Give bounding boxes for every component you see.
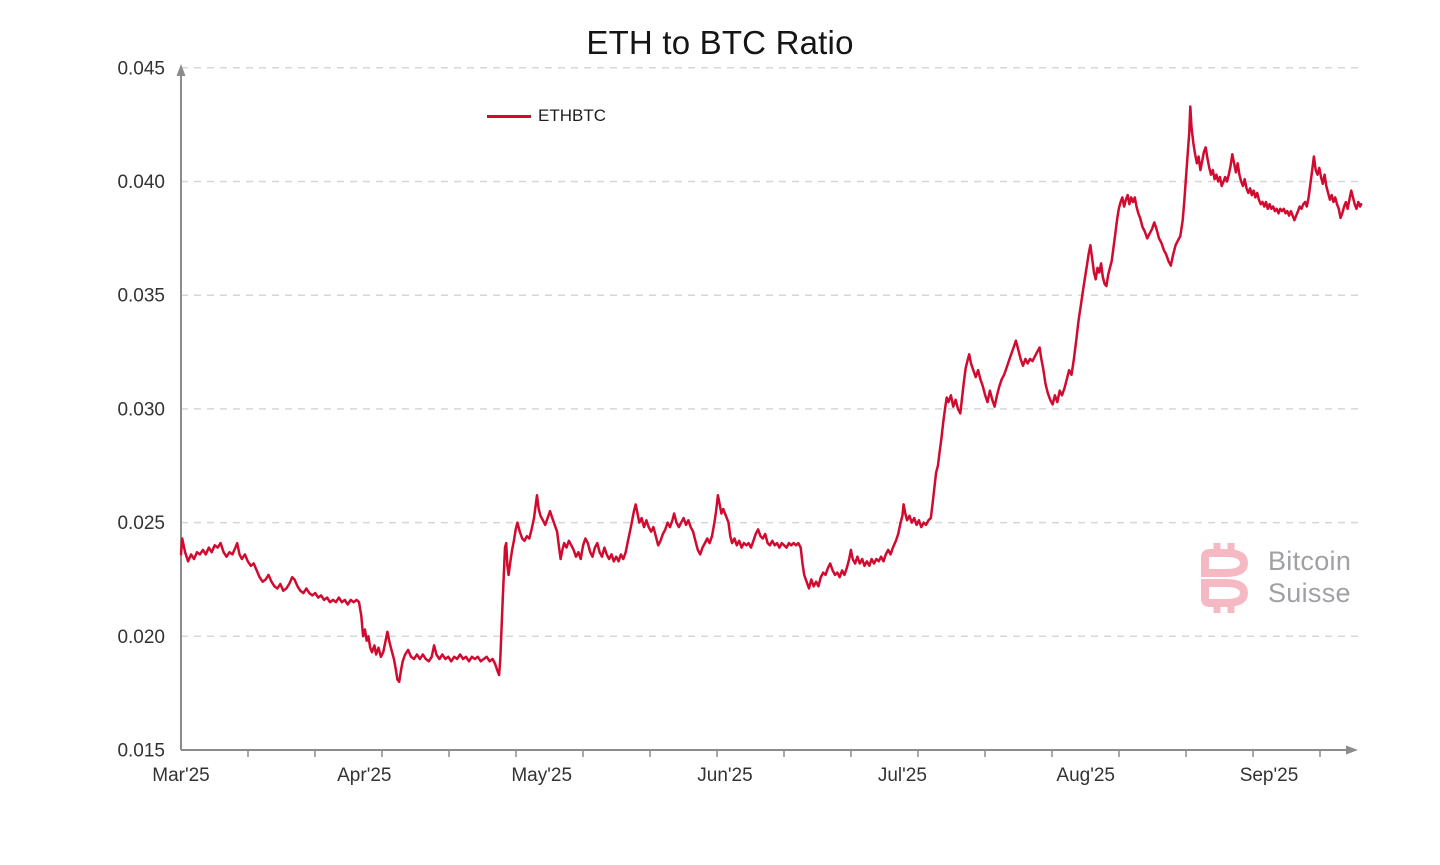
- legend-label: ETHBTC: [538, 106, 606, 125]
- bitcoin-suisse-mark-icon: [1201, 543, 1249, 613]
- ethbtc-line: [179, 105, 1363, 684]
- page-title: ETH to BTC Ratio: [586, 24, 854, 61]
- x-axis-label: Mar'25: [152, 765, 209, 786]
- y-axis-label: 0.045: [117, 58, 165, 79]
- y-axis-label: 0.030: [117, 399, 165, 420]
- logo-line-2: Suisse: [1268, 578, 1351, 608]
- legend-line-swatch: [487, 114, 531, 118]
- y-axis-label: 0.015: [117, 741, 165, 762]
- logo-line-1: Bitcoin: [1268, 546, 1352, 577]
- x-axis-label: Jul'25: [878, 765, 927, 786]
- y-axis-label: 0.025: [117, 513, 165, 534]
- y-axis-arrow-icon: [176, 64, 186, 76]
- y-axis-label: 0.040: [117, 172, 165, 193]
- bitcoin-suisse-logo: Bitcoin Suisse: [1196, 543, 1351, 613]
- x-axis-label: Sep'25: [1240, 765, 1299, 786]
- x-axis-label: Apr'25: [337, 765, 391, 786]
- y-axis-label: 0.035: [117, 286, 165, 307]
- legend: ETHBTC: [487, 106, 606, 126]
- bitcoin-suisse-wordmark: Bitcoin Suisse: [1268, 546, 1351, 610]
- y-axis-label: 0.020: [117, 627, 165, 648]
- x-axis-label: May'25: [511, 765, 572, 786]
- x-axis-arrow-icon: [1346, 745, 1358, 755]
- x-axis-label: Jun'25: [697, 765, 752, 786]
- x-axis-label: Aug'25: [1056, 765, 1115, 786]
